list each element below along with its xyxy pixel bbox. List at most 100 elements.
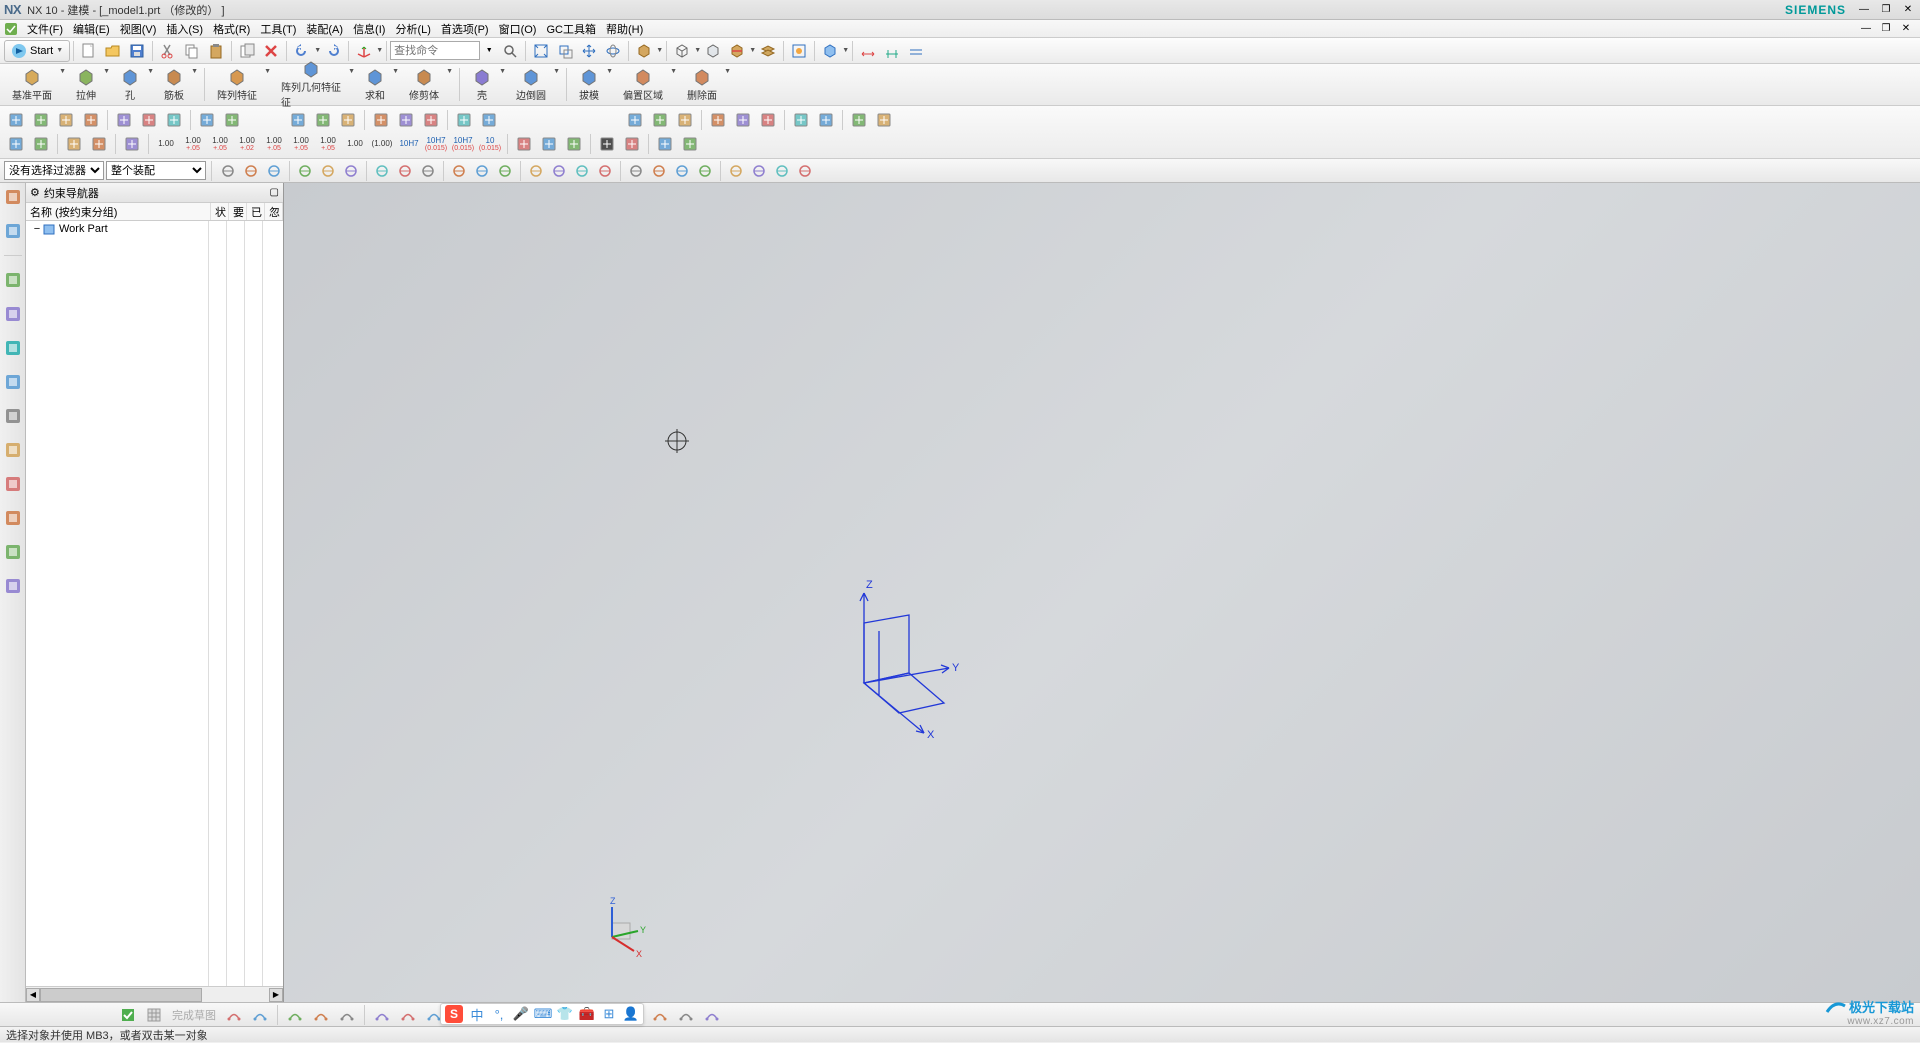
rotate-icon[interactable]: [601, 40, 625, 62]
zoom-icon[interactable]: [553, 40, 577, 62]
render-dropdown[interactable]: ▼: [656, 47, 663, 54]
tool-icon-6[interactable]: [162, 109, 186, 131]
filter-scope-select[interactable]: 整个装配: [106, 161, 206, 180]
selfilter-icon-17[interactable]: [648, 160, 670, 182]
ime-toolbar[interactable]: S 中 °, 🎤 ⌨ 👕 🧰 ⊞ 👤: [440, 1003, 644, 1025]
wcs-icon[interactable]: [352, 40, 376, 62]
undo-dropdown[interactable]: ▼: [314, 47, 321, 54]
dim-style-3[interactable]: 1.00+.02: [234, 133, 260, 155]
redo-icon[interactable]: [321, 40, 345, 62]
tool-icon-7[interactable]: [195, 109, 219, 131]
selfilter-icon-6[interactable]: [371, 160, 393, 182]
fit-icon[interactable]: [529, 40, 553, 62]
mdi-close-button[interactable]: ✕: [1898, 22, 1914, 36]
selfilter-icon-22[interactable]: [771, 160, 793, 182]
dim-b-icon[interactable]: [880, 40, 904, 62]
sketch-tool-0[interactable]: [222, 1004, 246, 1026]
maximize-button[interactable]: ❐: [1878, 3, 1894, 17]
search-dropdown[interactable]: ▼: [480, 40, 498, 62]
tool-icon-26[interactable]: [872, 109, 896, 131]
minimize-button[interactable]: —: [1856, 3, 1872, 17]
tool-icon-4[interactable]: [112, 109, 136, 131]
save-icon[interactable]: [125, 40, 149, 62]
tool-icon-0[interactable]: [4, 109, 28, 131]
ribbon-修剪体[interactable]: 修剪体▼: [401, 64, 447, 105]
navigator-hscroll[interactable]: ◀ ▶: [26, 986, 283, 1002]
menu-preferences[interactable]: 首选项(P): [436, 21, 494, 37]
menu-file[interactable]: 文件(F): [22, 21, 68, 37]
selfilter-icon-23[interactable]: [794, 160, 816, 182]
tool-icon-51[interactable]: [537, 133, 561, 155]
sketch-finish-icon[interactable]: [116, 1004, 140, 1026]
ime-lang-label[interactable]: 中: [469, 1006, 485, 1022]
ribbon-偏置区域[interactable]: 偏置区域▼: [615, 64, 671, 105]
dim-style-0[interactable]: 1.00: [153, 133, 179, 155]
section-icon[interactable]: [725, 40, 749, 62]
dim-style-4[interactable]: 1.00+.05: [261, 133, 287, 155]
constraint-nav-icon[interactable]: [3, 221, 23, 241]
navigator-pin-icon[interactable]: ▢: [270, 187, 279, 198]
menu-edit[interactable]: 编辑(E): [68, 21, 115, 37]
tool-icon-34[interactable]: [120, 133, 144, 155]
dim-style-9[interactable]: 10H7: [396, 133, 422, 155]
selfilter-icon-4[interactable]: [317, 160, 339, 182]
start-button[interactable]: Start ▼: [4, 40, 70, 62]
tool-icon-18[interactable]: [648, 109, 672, 131]
wireframe-icon[interactable]: [670, 40, 694, 62]
tool-icon-16[interactable]: [477, 109, 501, 131]
sketch-tool-15[interactable]: [648, 1004, 672, 1026]
ime-brand-icon[interactable]: S: [445, 1005, 463, 1023]
tool-icon-1[interactable]: [29, 109, 53, 131]
mdi-restore-button[interactable]: ❐: [1878, 22, 1894, 36]
dim-c-icon[interactable]: [904, 40, 928, 62]
dim-style-2[interactable]: 1.00+.05: [207, 133, 233, 155]
menu-analysis[interactable]: 分析(L): [390, 21, 435, 37]
selfilter-icon-19[interactable]: [694, 160, 716, 182]
tool-icon-32[interactable]: [62, 133, 86, 155]
partnav-icon[interactable]: [3, 270, 23, 290]
tool-icon-50[interactable]: [512, 133, 536, 155]
reuse-icon[interactable]: [3, 304, 23, 324]
ribbon-孔[interactable]: 孔▼: [112, 64, 148, 105]
nav-col-5[interactable]: 忽: [265, 203, 283, 220]
sketch-tool-5[interactable]: [370, 1004, 394, 1026]
graphics-viewport[interactable]: Z Y X Z Y X: [284, 183, 1920, 1002]
ime-punct-icon[interactable]: °,: [491, 1006, 507, 1022]
sketch-tool-3[interactable]: [309, 1004, 333, 1026]
ribbon-阵列几何特征[interactable]: 阵列几何特征征▼: [273, 64, 349, 105]
dim-style-12[interactable]: 10(0.015): [477, 133, 503, 155]
selfilter-icon-15[interactable]: [594, 160, 616, 182]
navigator-tree[interactable]: − Work Part: [26, 221, 283, 986]
dim-style-1[interactable]: 1.00+.05: [180, 133, 206, 155]
tool-icon-15[interactable]: [452, 109, 476, 131]
scroll-right-icon[interactable]: ▶: [269, 988, 283, 1002]
layer-icon[interactable]: [756, 40, 780, 62]
wcs-dropdown[interactable]: ▼: [376, 47, 383, 54]
ime-mic-icon[interactable]: 🎤: [513, 1006, 529, 1022]
search-go-icon[interactable]: [498, 40, 522, 62]
user-icon[interactable]: [3, 542, 23, 562]
seethrough-icon[interactable]: [701, 40, 725, 62]
selfilter-icon-20[interactable]: [725, 160, 747, 182]
menu-gctoolbox[interactable]: GC工具箱: [541, 21, 601, 37]
tool-icon-17[interactable]: [623, 109, 647, 131]
tool-icon-55[interactable]: [653, 133, 677, 155]
ribbon-拉伸[interactable]: 拉伸▼: [68, 64, 104, 105]
ribbon-删除面[interactable]: 删除面▼: [679, 64, 725, 105]
dim-style-6[interactable]: 1.00+.05: [315, 133, 341, 155]
delete-icon[interactable]: [259, 40, 283, 62]
tool-icon-21[interactable]: [731, 109, 755, 131]
selfilter-icon-8[interactable]: [417, 160, 439, 182]
sketch-tool-16[interactable]: [674, 1004, 698, 1026]
layer-icon[interactable]: [3, 576, 23, 596]
tool-icon-53[interactable]: [595, 133, 619, 155]
selfilter-icon-13[interactable]: [548, 160, 570, 182]
menu-help[interactable]: 帮助(H): [601, 21, 648, 37]
system-icon[interactable]: [3, 440, 23, 460]
menu-insert[interactable]: 插入(S): [161, 21, 208, 37]
tool-icon-25[interactable]: [847, 109, 871, 131]
tool-icon-14[interactable]: [419, 109, 443, 131]
selfilter-icon-11[interactable]: [494, 160, 516, 182]
selfilter-icon-3[interactable]: [294, 160, 316, 182]
tool-icon-23[interactable]: [789, 109, 813, 131]
